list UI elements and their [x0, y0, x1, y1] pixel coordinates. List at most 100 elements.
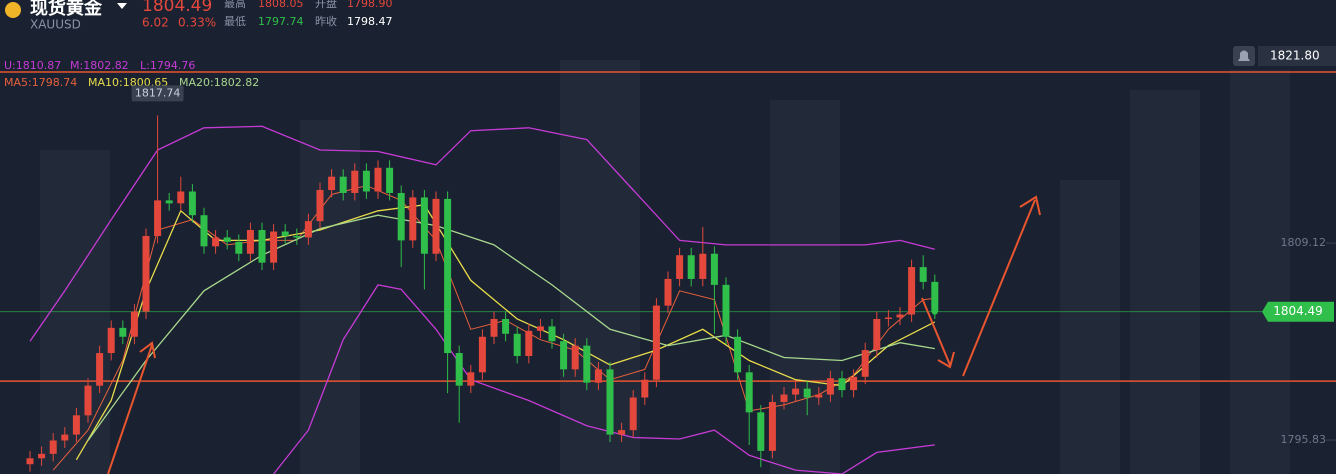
label: 最低: [224, 15, 246, 28]
candle-body: [351, 170, 359, 193]
candle-body: [49, 440, 57, 454]
candle-body: [722, 284, 730, 337]
candle-body: [386, 167, 394, 193]
candle-body: [861, 350, 869, 377]
candle-body: [838, 378, 846, 391]
alert-price: 1821.80: [1270, 49, 1320, 63]
candle-body: [246, 230, 254, 254]
candle-body: [873, 318, 881, 351]
candle-body: [258, 230, 266, 263]
candle-body: [26, 458, 34, 465]
candle-body: [513, 333, 521, 357]
candle-body: [409, 197, 417, 241]
legend-ma20: MA20:1802.82: [179, 76, 259, 89]
indicator-line: [273, 284, 935, 474]
candle-body: [304, 221, 312, 238]
candle-body: [154, 200, 162, 236]
candle-body: [606, 369, 614, 435]
candle-body: [745, 372, 753, 413]
candle-body: [908, 267, 916, 315]
candle-body: [444, 198, 452, 354]
candle-body: [281, 231, 289, 236]
candle-body: [768, 401, 776, 451]
high-marker: 1817.74: [135, 86, 181, 99]
plot: 1809.12 1795.83 1817.74 1804.49: [0, 71, 1336, 474]
candle-body: [420, 197, 428, 254]
candle-body: [931, 281, 939, 312]
candle-body: [107, 327, 115, 354]
candle-body: [641, 379, 649, 398]
candle-body: [96, 353, 104, 386]
candle-body: [710, 253, 718, 285]
value: 1798.90: [347, 0, 393, 10]
candle-body: [536, 326, 544, 331]
candle-body: [629, 397, 637, 431]
candle-body: [525, 330, 533, 357]
candle-body: [490, 318, 498, 337]
candle-body: [177, 191, 185, 204]
candle-body: [618, 430, 626, 435]
price: 1804.49: [142, 0, 212, 16]
candle-body: [884, 317, 892, 319]
candle-body: [235, 241, 243, 254]
last-price-tag: [1262, 301, 1334, 322]
symbol: XAUUSD: [30, 18, 81, 32]
candle-body: [815, 394, 823, 398]
bell-icon: [1238, 50, 1250, 61]
candle-body: [142, 235, 150, 312]
candle-body: [72, 415, 80, 435]
drawn-arrows: [107, 195, 1041, 474]
candle-body: [38, 453, 46, 459]
candle-body: [687, 255, 695, 279]
candle-body: [374, 167, 382, 192]
legend-lower: L:1794.76: [140, 59, 195, 72]
y-tick-label: 1809.12: [1281, 236, 1327, 249]
y-tick-label: 1795.83: [1281, 433, 1327, 446]
candle-body: [594, 369, 602, 383]
candle-body: [362, 170, 370, 192]
value: 1798.47: [347, 15, 393, 28]
candle-body: [316, 190, 324, 222]
candle-body: [397, 192, 405, 241]
change: 6.02: [142, 16, 169, 30]
indicator-line: [87, 214, 935, 441]
coin-icon: [5, 2, 21, 18]
value: 1808.05: [258, 0, 304, 10]
candle-body: [919, 267, 927, 282]
legend-upper: U:1810.87: [4, 59, 61, 72]
candle-body: [61, 434, 69, 441]
candle-body: [200, 215, 208, 247]
candle-body: [850, 376, 858, 391]
candle-body: [560, 341, 568, 370]
value: 1797.74: [258, 15, 304, 28]
candle-body: [571, 345, 579, 370]
candle-body: [478, 336, 486, 373]
candle-body: [699, 253, 707, 279]
candle-body: [896, 314, 904, 318]
candle-body: [757, 412, 765, 451]
candle-body: [328, 176, 336, 191]
candle-body: [119, 327, 127, 337]
candle-body: [432, 198, 440, 254]
candle-body: [188, 191, 196, 216]
instrument-name: 现货黄金: [30, 0, 103, 19]
candle-body: [792, 388, 800, 395]
high-marker-box: [131, 85, 184, 102]
candle-body: [664, 278, 672, 306]
candle-body: [676, 255, 684, 279]
candle-body: [826, 378, 834, 395]
last-price-dot: [931, 308, 938, 315]
legend-mid: M:1802.82: [70, 59, 129, 72]
candle-body: [803, 388, 811, 398]
candle-body: [455, 353, 463, 386]
candle-body: [293, 235, 301, 238]
alert-box: [1258, 46, 1336, 66]
city-backdrop: [40, 60, 1290, 474]
candle-body: [339, 176, 347, 193]
dropdown-caret[interactable]: [117, 3, 127, 9]
candle-body: [467, 372, 475, 386]
candle-body: [502, 318, 510, 334]
candle-body: [165, 200, 173, 204]
indicator-line: [75, 204, 936, 461]
